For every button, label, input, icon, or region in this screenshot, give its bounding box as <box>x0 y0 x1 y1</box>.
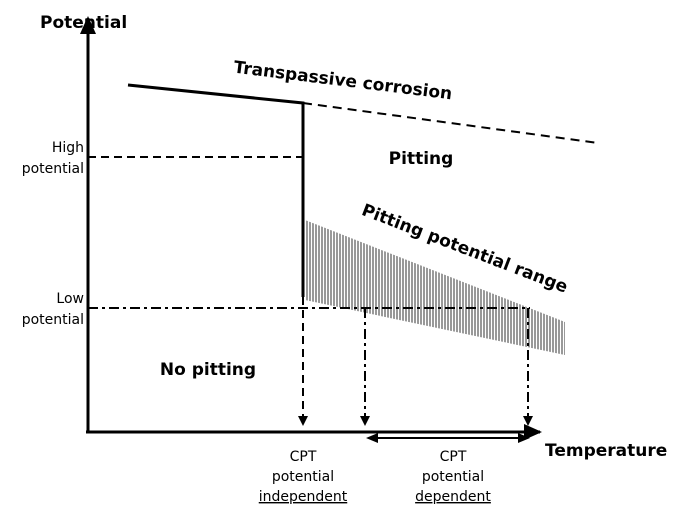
pitting-boundary <box>127 83 305 297</box>
cpt-label: dependent <box>415 489 491 505</box>
pitting-label: Pitting <box>389 149 454 169</box>
cpt-label: independent <box>259 489 348 505</box>
y-axis-label: Potential <box>40 13 127 33</box>
low-label: potential <box>22 312 84 328</box>
pitting-range-band <box>305 220 565 355</box>
low-label: Low <box>56 291 84 307</box>
high-label: potential <box>22 161 84 177</box>
cpt-label: CPT <box>290 449 317 465</box>
cpt-label: potential <box>272 469 334 485</box>
transpassive-line <box>302 102 599 144</box>
cpt-label: CPT <box>440 449 467 465</box>
x-axis-label: Temperature <box>545 441 667 461</box>
cpt-label: potential <box>422 469 484 485</box>
no-pitting-label: No pitting <box>160 360 256 380</box>
high-label: High <box>52 140 84 156</box>
transpassive-label: Transpassive corrosion <box>232 58 453 105</box>
